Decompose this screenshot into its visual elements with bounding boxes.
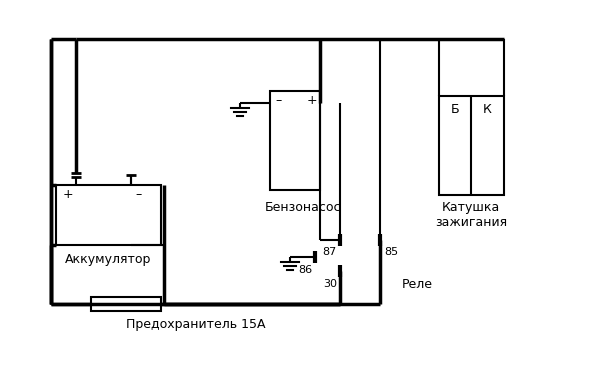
Text: Реле: Реле [401,278,432,291]
Text: –: – [136,188,142,201]
Text: 85: 85 [385,248,399,258]
Text: +: + [63,188,74,201]
Text: Аккумулятор: Аккумулятор [65,253,151,266]
Text: –: – [275,94,281,107]
Text: Предохранитель 15А: Предохранитель 15А [126,318,266,331]
Text: 86: 86 [298,265,312,275]
Text: +: + [307,94,318,107]
Bar [440,96,504,195]
Bar [270,91,320,190]
Bar [56,185,161,245]
Text: Б: Б [451,103,460,116]
Text: Катушка
зажигания: Катушка зажигания [435,201,507,229]
Text: Бензонасос: Бензонасос [265,201,341,214]
Text: 87: 87 [322,248,337,258]
Text: 30: 30 [323,279,337,289]
Text: К: К [483,103,492,116]
Bar [91,297,161,311]
